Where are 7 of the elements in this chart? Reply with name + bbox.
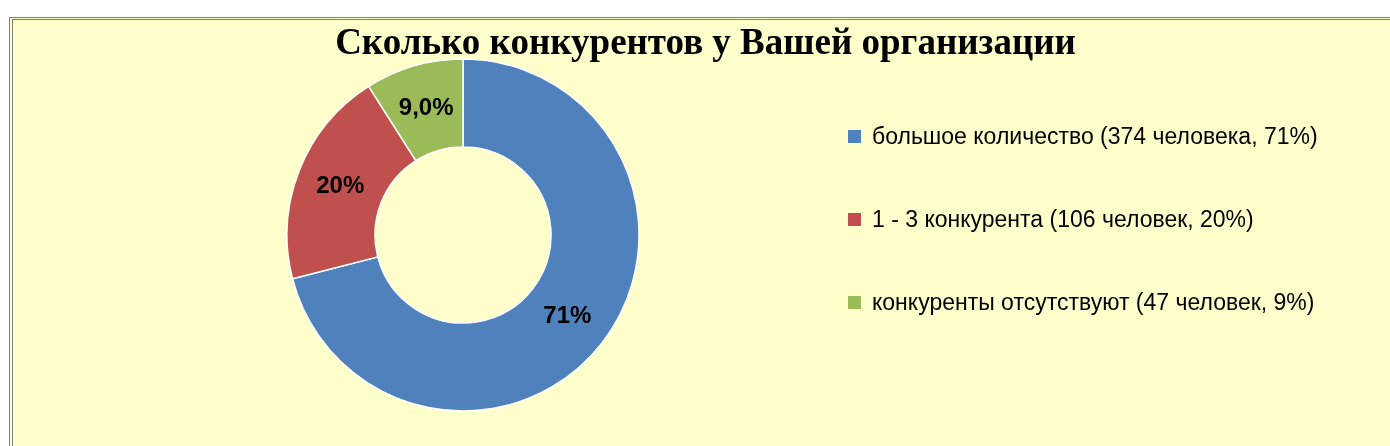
data-label: 20% — [316, 171, 365, 199]
chart-title: Сколько конкурентов у Вашей организации — [335, 21, 1076, 62]
legend-label: 1 - 3 конкурента (106 человек, 20%) — [872, 205, 1254, 232]
legend-label: большое количество (374 человека, 71%) — [872, 122, 1318, 149]
legend-label: конкуренты отсутствуют (47 человек, 9%) — [872, 288, 1315, 315]
data-label: 71% — [543, 300, 592, 328]
data-label: 9,0% — [398, 93, 454, 121]
